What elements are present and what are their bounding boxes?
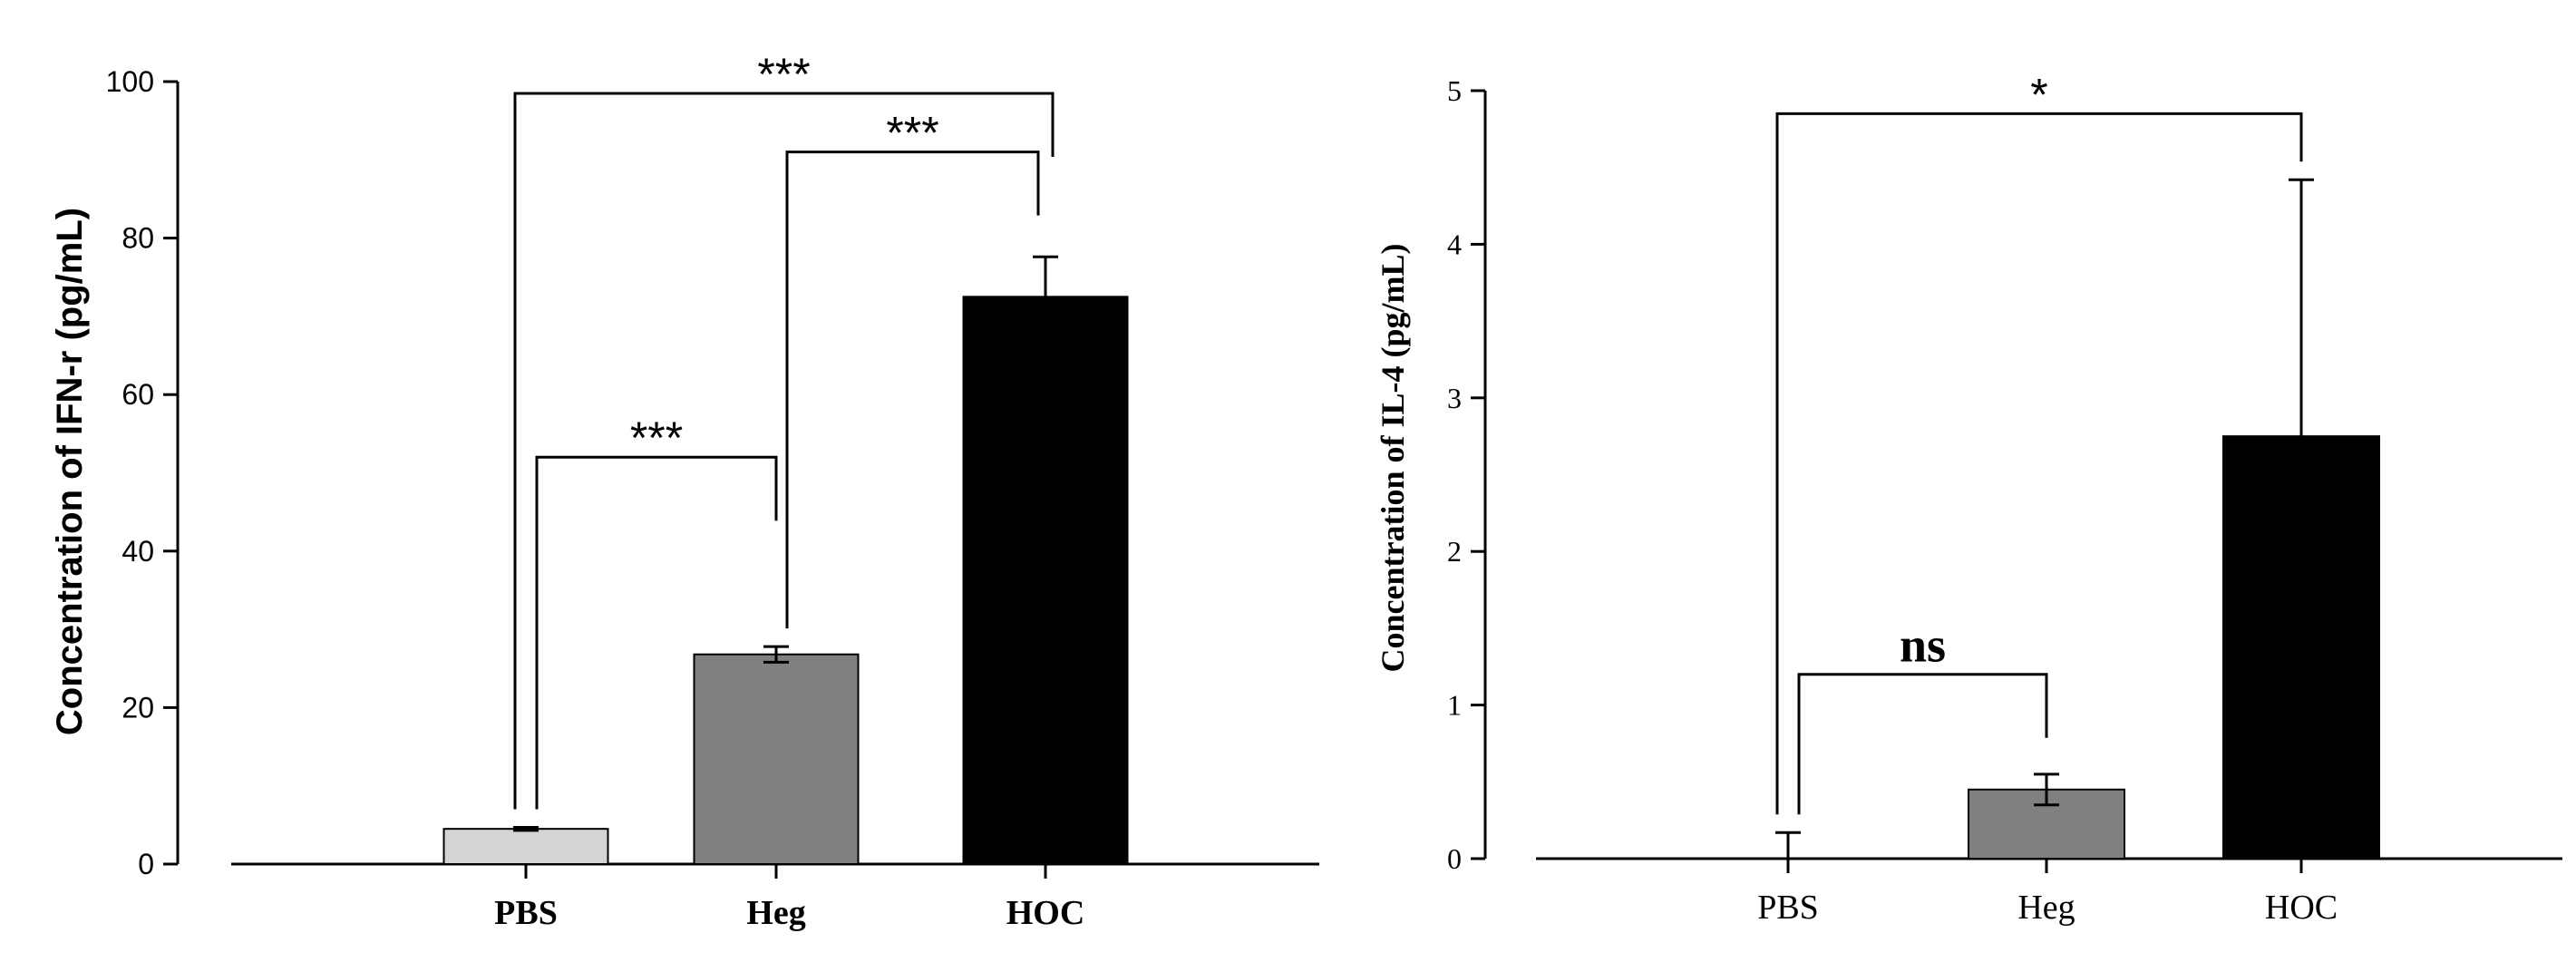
- y-axis-label: Concentration of IL-4 (pg/mL): [1375, 244, 1411, 673]
- category-label: PBS: [1757, 889, 1819, 927]
- category-label: HOC: [1006, 894, 1085, 932]
- y-tick-label: 0: [1447, 842, 1462, 875]
- category-label: Heg: [746, 894, 805, 932]
- y-tick-label: 3: [1447, 382, 1462, 414]
- y-tick-label: 0: [138, 848, 154, 880]
- y-tick-label: 100: [106, 65, 154, 98]
- il4-chart: Concentration of IL-4 (pg/mL) 0 1 2 3 4 5 PBS H…: [1375, 69, 2562, 927]
- y-tick-label: 4: [1447, 228, 1462, 260]
- ifn-gamma-chart: Concentration of IFN-r (pg/mL) 0 20 40 60 80…: [50, 49, 1319, 932]
- significance-bracket: [535, 455, 778, 810]
- significance-label: ***: [630, 413, 683, 463]
- y-tick-label: 40: [122, 535, 154, 568]
- significance-label: *: [2030, 69, 2047, 120]
- significance-label: ***: [757, 49, 810, 100]
- significance-bracket: [1797, 673, 2048, 815]
- y-tick-label: 1: [1447, 689, 1462, 722]
- y-tick-label: 60: [122, 378, 154, 411]
- significance-bracket: [513, 92, 1055, 810]
- category-label: HOC: [2265, 889, 2338, 927]
- significance-label: ns: [1900, 618, 1946, 673]
- category-label: Heg: [2017, 889, 2075, 927]
- significance-bracket: [785, 151, 1040, 629]
- bar-pbs: [442, 828, 609, 865]
- y-tick-label: 5: [1447, 74, 1462, 107]
- significance-label: ***: [886, 108, 938, 159]
- bar-hoc: [962, 296, 1129, 865]
- y-tick-label: 80: [122, 222, 154, 255]
- y-tick-label: 2: [1447, 535, 1462, 568]
- bar-heg: [693, 653, 860, 865]
- y-axis-label: Concentration of IFN-r (pg/mL): [50, 208, 90, 735]
- category-label: PBS: [494, 894, 558, 932]
- significance-bracket: [1775, 112, 2303, 815]
- y-tick-label: 20: [122, 691, 154, 724]
